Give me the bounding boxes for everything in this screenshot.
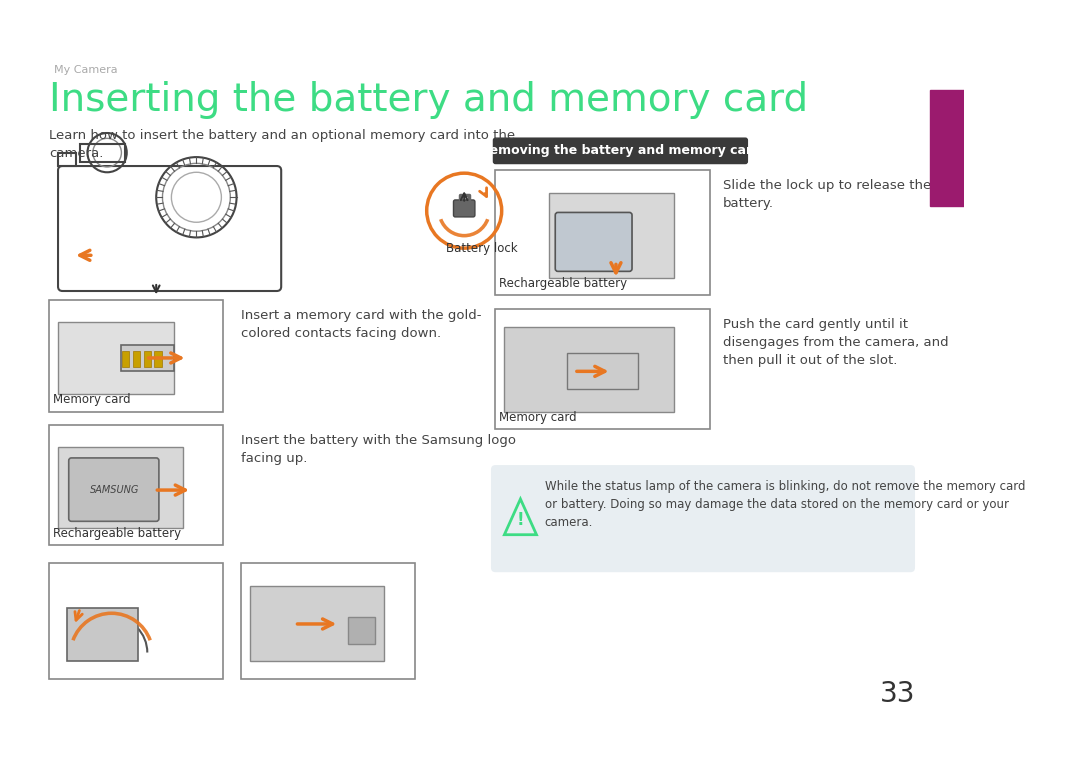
Bar: [133, 351, 140, 367]
Bar: [496, 309, 710, 429]
Bar: [80, 144, 125, 161]
Wedge shape: [440, 219, 489, 237]
FancyBboxPatch shape: [567, 353, 638, 389]
Text: !: !: [516, 512, 524, 529]
Text: Rechargeable battery: Rechargeable battery: [53, 527, 180, 540]
Text: Inserting the battery and memory card: Inserting the battery and memory card: [49, 81, 808, 119]
Text: Insert the battery with the Samsung logo
facing up.: Insert the battery with the Samsung logo…: [241, 434, 516, 465]
FancyBboxPatch shape: [69, 458, 159, 521]
Text: Push the card gently until it
disengages from the camera, and
then pull it out o: Push the card gently until it disengages…: [724, 317, 948, 366]
Bar: [122, 351, 130, 367]
Bar: [496, 171, 710, 295]
Bar: [49, 300, 224, 412]
FancyBboxPatch shape: [121, 344, 174, 371]
Bar: [249, 585, 383, 662]
Text: My Camera: My Camera: [54, 65, 118, 75]
Bar: [58, 153, 76, 166]
Text: Learn how to insert the battery and an optional memory card into the
camera.: Learn how to insert the battery and an o…: [49, 129, 515, 160]
Text: While the status lamp of the camera is blinking, do not remove the memory card
o: While the status lamp of the camera is b…: [544, 480, 1025, 529]
Bar: [58, 448, 183, 528]
Text: Slide the lock up to release the
battery.: Slide the lock up to release the battery…: [724, 180, 931, 210]
Text: SAMSUNG: SAMSUNG: [90, 485, 139, 495]
Text: Removing the battery and memory card: Removing the battery and memory card: [480, 145, 761, 158]
Bar: [49, 425, 224, 545]
Text: Rechargeable battery: Rechargeable battery: [499, 277, 627, 290]
Bar: [348, 617, 375, 643]
Text: Memory card: Memory card: [53, 393, 131, 406]
FancyBboxPatch shape: [454, 200, 475, 217]
Text: Memory card: Memory card: [499, 411, 577, 424]
FancyBboxPatch shape: [555, 213, 632, 272]
Text: Battery lock: Battery lock: [446, 243, 518, 256]
Bar: [49, 563, 224, 679]
Bar: [144, 351, 151, 367]
FancyBboxPatch shape: [491, 465, 915, 572]
Bar: [241, 563, 415, 679]
Wedge shape: [71, 611, 152, 641]
FancyBboxPatch shape: [492, 138, 748, 164]
Bar: [67, 608, 138, 662]
Text: Insert a memory card with the gold-
colored contacts facing down.: Insert a memory card with the gold- colo…: [241, 309, 482, 340]
Bar: [930, 90, 964, 207]
Bar: [58, 322, 174, 394]
Bar: [504, 327, 674, 412]
Text: 33: 33: [879, 680, 915, 708]
Bar: [154, 351, 162, 367]
Bar: [549, 193, 674, 278]
